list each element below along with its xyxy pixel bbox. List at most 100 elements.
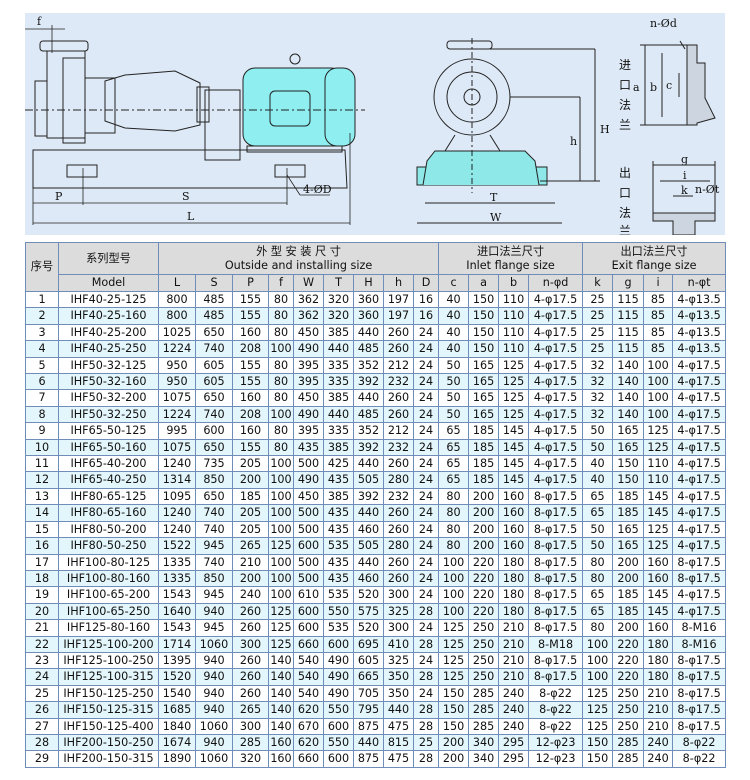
column-header: f	[268, 274, 294, 292]
side-dimensions	[25, 25, 351, 225]
column-header: h	[383, 274, 414, 292]
lifting-eye	[289, 53, 301, 65]
dimension-cell: 250	[468, 619, 500, 637]
table-row: 27 IHF150-125-400 1840 1060 300 140 670 600 875 4…	[25, 717, 727, 735]
dimension-cell: 165	[612, 537, 645, 555]
dimension-cell: 212	[383, 422, 414, 440]
dimension-cell: 4-φ17.5	[672, 504, 727, 522]
dimension-cell: 140	[612, 405, 645, 424]
dimension-cell: 65	[438, 455, 470, 473]
terminal-box	[269, 90, 311, 127]
dimension-cell: 200	[232, 569, 269, 588]
dimension-cell: 325	[383, 651, 414, 670]
dimension-cell: 24	[412, 684, 440, 703]
dimension-cell: 940	[195, 684, 233, 703]
dimension-cell: 100	[268, 471, 294, 489]
label-c: c	[666, 79, 672, 92]
dimension-cell: 385	[323, 389, 354, 407]
dimension-cell: 260	[383, 504, 414, 522]
dimension-cell: 1025	[158, 323, 196, 342]
dimension-cell: 200	[438, 750, 470, 768]
table-row: 23 IHF125-100-250 1395 940 260 140 540 490 605 32…	[25, 651, 727, 670]
dimension-cell: 160	[498, 504, 530, 522]
dimension-cell: 740	[195, 340, 233, 358]
dimension-cell: 24	[412, 340, 440, 358]
model-cell: IHF100-80-125	[58, 553, 159, 571]
dimension-cell: 155	[232, 373, 269, 391]
dimension-cell: 8-φ22	[528, 717, 584, 735]
model-cell: IHF200-150-250	[58, 733, 159, 752]
dimension-cell: 140	[612, 389, 645, 407]
dimension-cell: 460	[353, 569, 384, 588]
dimension-cell: 285	[468, 684, 500, 703]
dimension-cell: 80	[268, 323, 294, 342]
dimension-cell: 125	[438, 619, 470, 637]
dimension-cell: 205	[232, 520, 269, 539]
dimension-cell: 240	[498, 701, 530, 719]
dimension-cell: 335	[323, 422, 354, 440]
dimension-cell: 80	[268, 356, 294, 375]
dimension-cell: 8-φ17.5	[528, 537, 584, 555]
dimension-cell: 25	[582, 323, 614, 342]
dimension-cell: 125	[498, 373, 530, 391]
dimension-cell: 85	[643, 290, 674, 309]
dimension-cell: 232	[383, 438, 414, 457]
dimension-cell: 125	[268, 635, 294, 653]
dimension-cell: 185	[612, 602, 645, 621]
dimension-cell: 12-φ23	[528, 733, 584, 752]
dimension-cell: 25	[412, 733, 440, 752]
label-b: b	[650, 81, 657, 94]
dimension-cell: 240	[643, 750, 674, 768]
svg-text:出: 出	[619, 166, 631, 180]
dimension-cell: 280	[383, 471, 414, 489]
dimension-cell: 185	[468, 471, 500, 489]
dimension-cell: 180	[643, 635, 674, 653]
dimension-cell: 440	[353, 504, 384, 522]
dimension-cell: 8-M18	[528, 635, 584, 653]
dimension-cell: 600	[293, 619, 324, 637]
dimension-cell: 115	[612, 323, 645, 342]
table-row: 29 IHF200-150-315 1890 1060 320 160 660 600 875 4…	[25, 750, 727, 768]
dimension-cell: 950	[158, 373, 196, 391]
model-cell: IHF80-65-160	[58, 504, 159, 522]
table-row: 6 IHF50-32-160 950 605 155 80 395 335 392 232 24 50…	[25, 373, 727, 391]
row-number: 26	[25, 701, 59, 719]
model-cell: IHF100-65-250	[58, 602, 159, 621]
dimension-cell: 285	[612, 750, 645, 768]
dimension-cell: 8-M16	[672, 635, 727, 653]
dimension-cell: 65	[582, 504, 614, 522]
model-header: Model	[58, 274, 159, 292]
dimension-cell: 1240	[158, 520, 196, 539]
dimension-cell: 125	[643, 438, 674, 457]
dimension-cell: 435	[293, 438, 324, 457]
dimension-cell: 340	[468, 750, 500, 768]
row-number: 24	[25, 668, 59, 686]
model-cell: IHF125-100-315	[58, 668, 159, 686]
table-row: 24 IHF125-100-315 1520 940 260 140 540 490 665 35…	[25, 668, 727, 686]
label-n-ot: n-Øt	[695, 183, 720, 196]
svg-text:进: 进	[619, 58, 631, 72]
dimension-cell: 100	[643, 389, 674, 407]
dimension-cell: 540	[293, 651, 324, 670]
dimension-cell: 65	[582, 487, 614, 506]
column-header: g	[612, 274, 645, 292]
dimension-cell: 1543	[158, 619, 196, 637]
dimension-cell: 600	[195, 422, 233, 440]
dimension-cell: 125	[643, 520, 674, 539]
dimension-cell: 100	[268, 553, 294, 571]
model-cell: IHF65-50-125	[58, 422, 159, 440]
dimension-cell: 220	[612, 635, 645, 653]
dimension-cell: 300	[383, 586, 414, 604]
dimension-cell: 740	[195, 405, 233, 424]
table-row: 18 IHF100-80-160 1335 850 200 100 500 435 460 260…	[25, 569, 727, 588]
dimension-cell: 125	[498, 405, 530, 424]
dimension-cell: 208	[232, 340, 269, 358]
dimension-cell: 362	[293, 307, 324, 325]
dimension-cell: 490	[323, 651, 354, 670]
dimension-cell: 505	[353, 471, 384, 489]
dimension-cell: 185	[612, 487, 645, 506]
dimension-cell: 150	[582, 733, 614, 752]
dimension-cell: 8-M16	[672, 619, 727, 637]
dimension-cell: 80	[438, 504, 470, 522]
dimension-cell: 200	[468, 537, 500, 555]
